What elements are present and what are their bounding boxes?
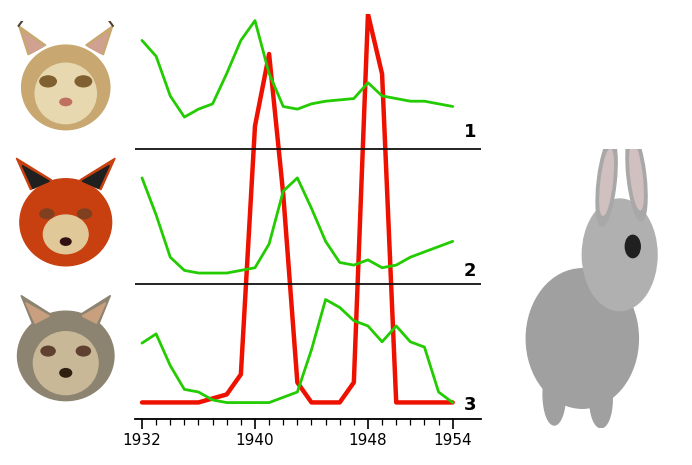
Ellipse shape <box>600 149 613 215</box>
Ellipse shape <box>21 45 110 130</box>
Polygon shape <box>80 295 111 325</box>
Ellipse shape <box>60 238 71 245</box>
Text: 3: 3 <box>464 397 477 414</box>
Ellipse shape <box>40 76 56 87</box>
Ellipse shape <box>60 98 72 106</box>
Ellipse shape <box>20 179 111 266</box>
Polygon shape <box>82 166 109 188</box>
Ellipse shape <box>33 332 98 395</box>
Ellipse shape <box>630 144 644 210</box>
Ellipse shape <box>75 76 91 87</box>
Ellipse shape <box>40 209 54 219</box>
Polygon shape <box>86 26 113 55</box>
Ellipse shape <box>35 63 96 124</box>
Circle shape <box>626 235 640 258</box>
Ellipse shape <box>626 133 647 221</box>
Ellipse shape <box>590 372 612 428</box>
Text: 2: 2 <box>464 262 477 279</box>
Circle shape <box>582 199 657 311</box>
Polygon shape <box>19 26 46 55</box>
Polygon shape <box>82 303 106 323</box>
Text: 1: 1 <box>464 123 477 141</box>
Ellipse shape <box>41 346 55 356</box>
Ellipse shape <box>78 209 91 219</box>
Ellipse shape <box>596 138 617 226</box>
Polygon shape <box>21 295 52 325</box>
Ellipse shape <box>526 269 638 408</box>
Polygon shape <box>24 33 44 53</box>
Polygon shape <box>88 33 108 53</box>
Ellipse shape <box>76 346 91 356</box>
Ellipse shape <box>44 215 88 254</box>
Ellipse shape <box>17 311 114 401</box>
Ellipse shape <box>60 369 72 377</box>
Polygon shape <box>26 303 49 323</box>
Polygon shape <box>22 166 49 188</box>
Polygon shape <box>17 158 52 190</box>
Polygon shape <box>80 158 115 190</box>
Ellipse shape <box>543 364 565 425</box>
